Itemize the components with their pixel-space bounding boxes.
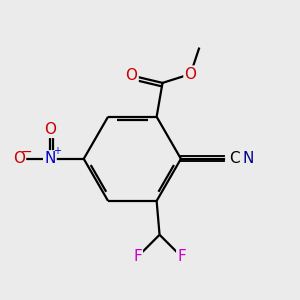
Text: N: N [44, 151, 56, 166]
Text: F: F [133, 249, 142, 264]
Text: O: O [184, 67, 196, 82]
Text: O: O [13, 151, 25, 166]
Text: O: O [126, 68, 138, 83]
Text: +: + [53, 146, 61, 157]
Text: F: F [177, 249, 186, 264]
Text: N: N [243, 151, 254, 166]
Text: −: − [20, 145, 32, 158]
Text: O: O [44, 122, 56, 137]
Text: C: C [229, 151, 239, 166]
